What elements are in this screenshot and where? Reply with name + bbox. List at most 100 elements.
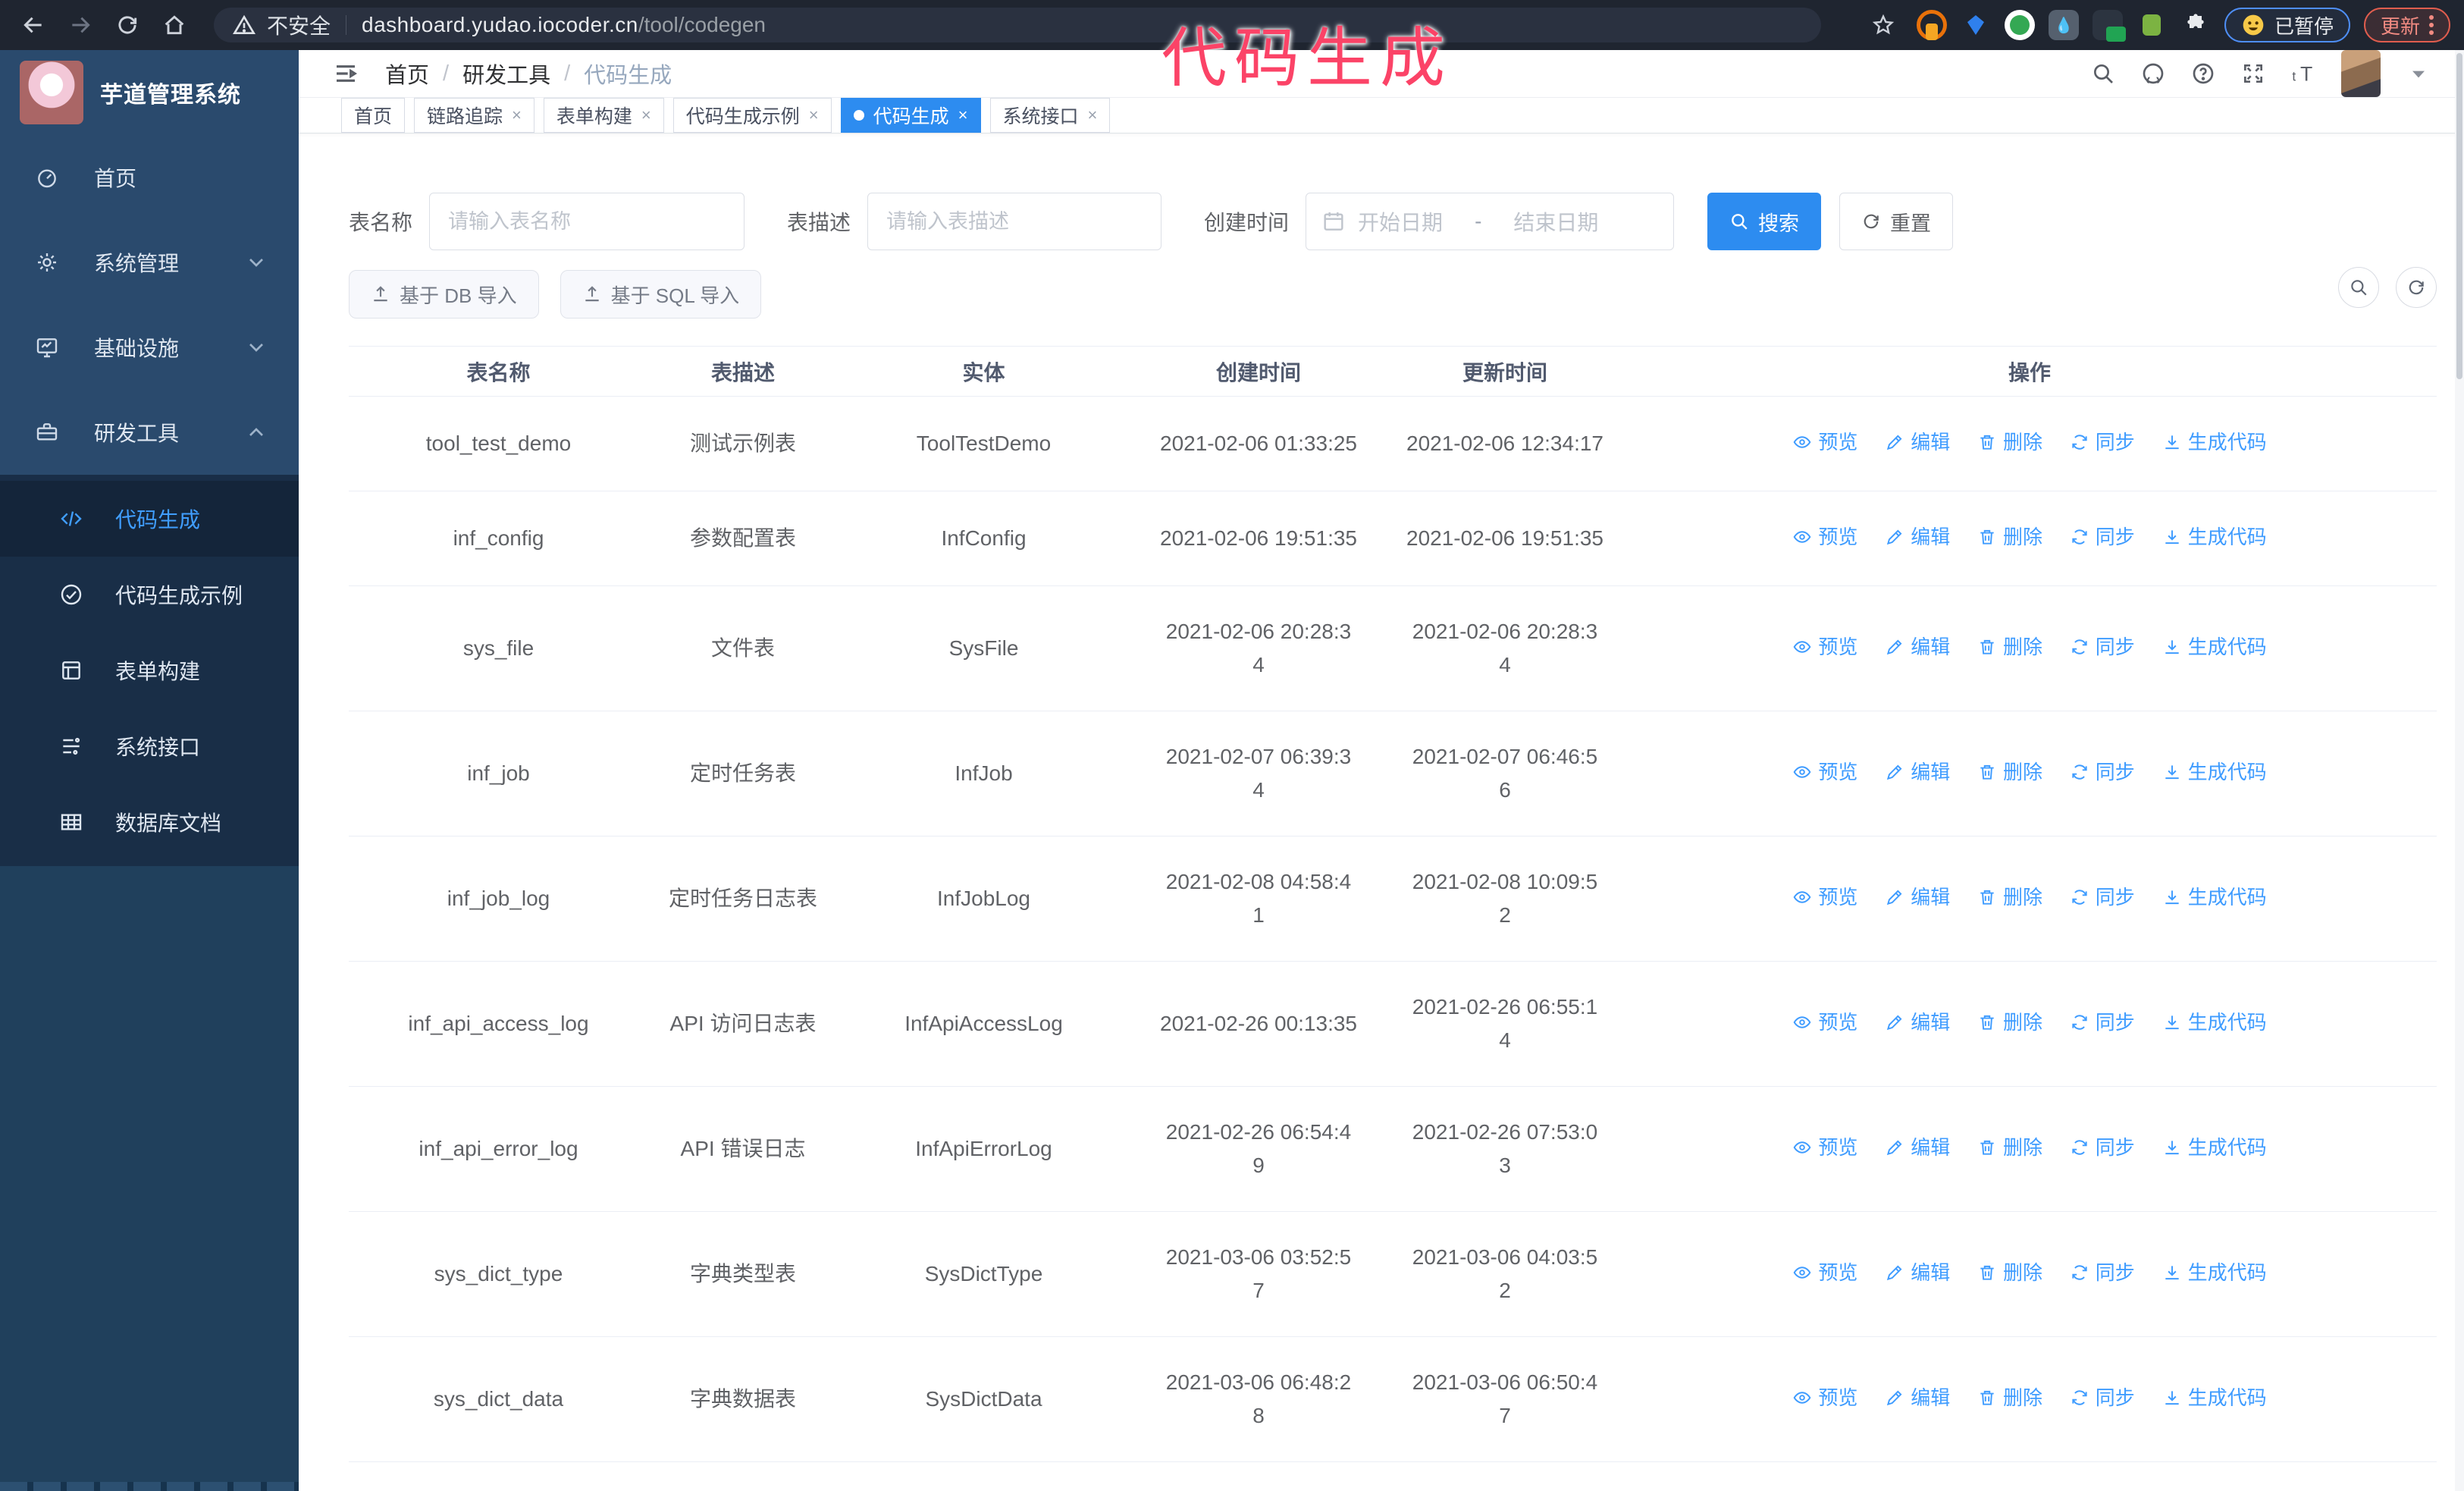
edit-action[interactable]: 编辑 [1885, 520, 1950, 554]
sidebar-item-dev-tools[interactable]: 研发工具 [0, 390, 299, 475]
table-row[interactable]: inf_config 参数配置表 InfConfig 2021-02-06 19… [349, 491, 2437, 586]
tab-form-builder[interactable]: 表单构建 × [543, 98, 664, 133]
sidebar-item-codegen-example[interactable]: 代码生成示例 [0, 557, 299, 632]
delete-action[interactable]: 删除 [1977, 1256, 2042, 1289]
delete-action[interactable]: 删除 [1977, 425, 2042, 459]
extension-icon[interactable]: 💧 [2048, 10, 2079, 40]
generate-code-action[interactable]: 生成代码 [2162, 520, 2267, 554]
edit-action[interactable]: 编辑 [1885, 425, 1950, 459]
delete-action[interactable]: 删除 [1977, 1381, 2042, 1414]
delete-action[interactable]: 删除 [1977, 630, 2042, 664]
breadcrumb-home[interactable]: 首页 [385, 64, 430, 88]
update-button[interactable]: 更新 [2363, 8, 2450, 42]
edit-action[interactable]: 编辑 [1885, 630, 1950, 664]
generate-code-action[interactable]: 生成代码 [2162, 425, 2267, 459]
delete-action[interactable]: 删除 [1977, 520, 2042, 554]
extension-icon[interactable] [2136, 10, 2167, 40]
preview-action[interactable]: 预览 [1792, 755, 1857, 789]
preview-action[interactable]: 预览 [1792, 1381, 1857, 1414]
sync-action[interactable]: 同步 [2070, 755, 2135, 789]
table-row[interactable]: sys_dict_data 字典数据表 SysDictData 2021-03-… [349, 1336, 2437, 1462]
sidebar-item-system-api[interactable]: 系统接口 [0, 708, 299, 784]
page-scrollbar[interactable] [2455, 50, 2464, 1491]
tab-tracing[interactable]: 链路追踪 × [414, 98, 534, 133]
app-logo[interactable]: 芋道管理系统 [0, 50, 299, 135]
forward-icon[interactable] [61, 5, 100, 45]
sync-action[interactable]: 同步 [2070, 880, 2135, 914]
delete-action[interactable]: 删除 [1977, 1006, 2042, 1039]
sync-action[interactable]: 同步 [2070, 1256, 2135, 1289]
back-icon[interactable] [14, 5, 53, 45]
sidebar-item-infrastructure[interactable]: 基础设施 [0, 305, 299, 390]
tab-home[interactable]: 首页 [341, 98, 406, 133]
sync-action[interactable]: 同步 [2070, 520, 2135, 554]
search-icon[interactable] [2091, 61, 2115, 86]
preview-action[interactable]: 预览 [1792, 880, 1857, 914]
refresh-table-button[interactable] [2396, 267, 2437, 308]
sync-action[interactable]: 同步 [2070, 1006, 2135, 1039]
search-button[interactable]: 搜索 [1707, 193, 1822, 250]
table-desc-input[interactable] [867, 193, 1162, 250]
extension-icon[interactable] [1916, 10, 1947, 40]
sync-action[interactable]: 同步 [2070, 1131, 2135, 1164]
close-icon[interactable]: × [512, 105, 522, 124]
sidebar-item-codegen[interactable]: 代码生成 [0, 481, 299, 557]
sync-action[interactable]: 同步 [2070, 1381, 2135, 1414]
table-row[interactable]: inf_api_error_log API 错误日志 InfApiErrorLo… [349, 1086, 2437, 1212]
reset-button[interactable]: 重置 [1839, 193, 1954, 250]
generate-code-action[interactable]: 生成代码 [2162, 755, 2267, 789]
edit-action[interactable]: 编辑 [1885, 1381, 1950, 1414]
close-icon[interactable]: × [958, 105, 968, 124]
edit-action[interactable]: 编辑 [1885, 880, 1950, 914]
table-row[interactable]: sys_file 文件表 SysFile 2021-02-06 20:28:3 … [349, 585, 2437, 711]
table-name-input[interactable] [429, 193, 745, 250]
toggle-search-button[interactable] [2338, 267, 2379, 308]
github-icon[interactable] [2141, 61, 2165, 86]
fullscreen-icon[interactable] [2241, 61, 2265, 86]
import-from-db-button[interactable]: 基于 DB 导入 [349, 270, 539, 319]
preview-action[interactable]: 预览 [1792, 1131, 1857, 1164]
extension-icon[interactable] [1961, 10, 1991, 40]
sync-action[interactable]: 同步 [2070, 425, 2135, 459]
import-from-sql-button[interactable]: 基于 SQL 导入 [560, 270, 762, 319]
date-range-picker[interactable]: 开始日期 - 结束日期 [1306, 193, 1675, 250]
preview-action[interactable]: 预览 [1792, 520, 1857, 554]
generate-code-action[interactable]: 生成代码 [2162, 880, 2267, 914]
generate-code-action[interactable]: 生成代码 [2162, 1381, 2267, 1414]
edit-action[interactable]: 编辑 [1885, 1131, 1950, 1164]
edit-action[interactable]: 编辑 [1885, 1256, 1950, 1289]
help-icon[interactable] [2191, 61, 2215, 86]
preview-action[interactable]: 预览 [1792, 630, 1857, 664]
extension-icon[interactable] [2004, 10, 2035, 40]
table-row[interactable]: tool_test_demo 测试示例表 ToolTestDemo 2021-0… [349, 396, 2437, 491]
home-icon[interactable] [155, 5, 194, 45]
preview-action[interactable]: 预览 [1792, 1256, 1857, 1289]
sidebar-item-home[interactable]: 首页 [0, 135, 299, 220]
sidebar-item-form-builder[interactable]: 表单构建 [0, 632, 299, 708]
paused-badge[interactable]: 已暂停 [2224, 8, 2350, 42]
scrollbar-thumb[interactable] [2456, 53, 2462, 379]
address-bar[interactable]: 不安全 dashboard.yudao.iocoder.cn/tool/code… [214, 8, 1821, 42]
generate-code-action[interactable]: 生成代码 [2162, 1256, 2267, 1289]
tab-codegen-example[interactable]: 代码生成示例 × [672, 98, 832, 133]
generate-code-action[interactable]: 生成代码 [2162, 1131, 2267, 1164]
breadcrumb-dev-tools[interactable]: 研发工具 [462, 64, 551, 88]
preview-action[interactable]: 预览 [1792, 1006, 1857, 1039]
puzzle-extensions-icon[interactable] [2180, 10, 2211, 40]
caret-down-icon[interactable] [2406, 61, 2431, 86]
sidebar-item-db-doc[interactable]: 数据库文档 [0, 784, 299, 860]
tab-codegen[interactable]: 代码生成 × [840, 98, 981, 133]
menu-dots-icon[interactable] [2429, 15, 2434, 35]
table-row[interactable]: inf_job 定时任务表 InfJob 2021-02-07 06:39:3 … [349, 711, 2437, 837]
reload-icon[interactable] [108, 5, 147, 45]
close-icon[interactable]: × [641, 105, 651, 124]
table-row[interactable]: inf_job_log 定时任务日志表 InfJobLog 2021-02-08… [349, 836, 2437, 962]
edit-action[interactable]: 编辑 [1885, 1006, 1950, 1039]
delete-action[interactable]: 删除 [1977, 1131, 2042, 1164]
generate-code-action[interactable]: 生成代码 [2162, 1006, 2267, 1039]
bookmark-star-icon[interactable] [1864, 5, 1903, 45]
table-row[interactable]: sys_dict_type 字典类型表 SysDictType 2021-03-… [349, 1211, 2437, 1337]
delete-action[interactable]: 删除 [1977, 880, 2042, 914]
extension-icon[interactable] [2092, 10, 2126, 42]
